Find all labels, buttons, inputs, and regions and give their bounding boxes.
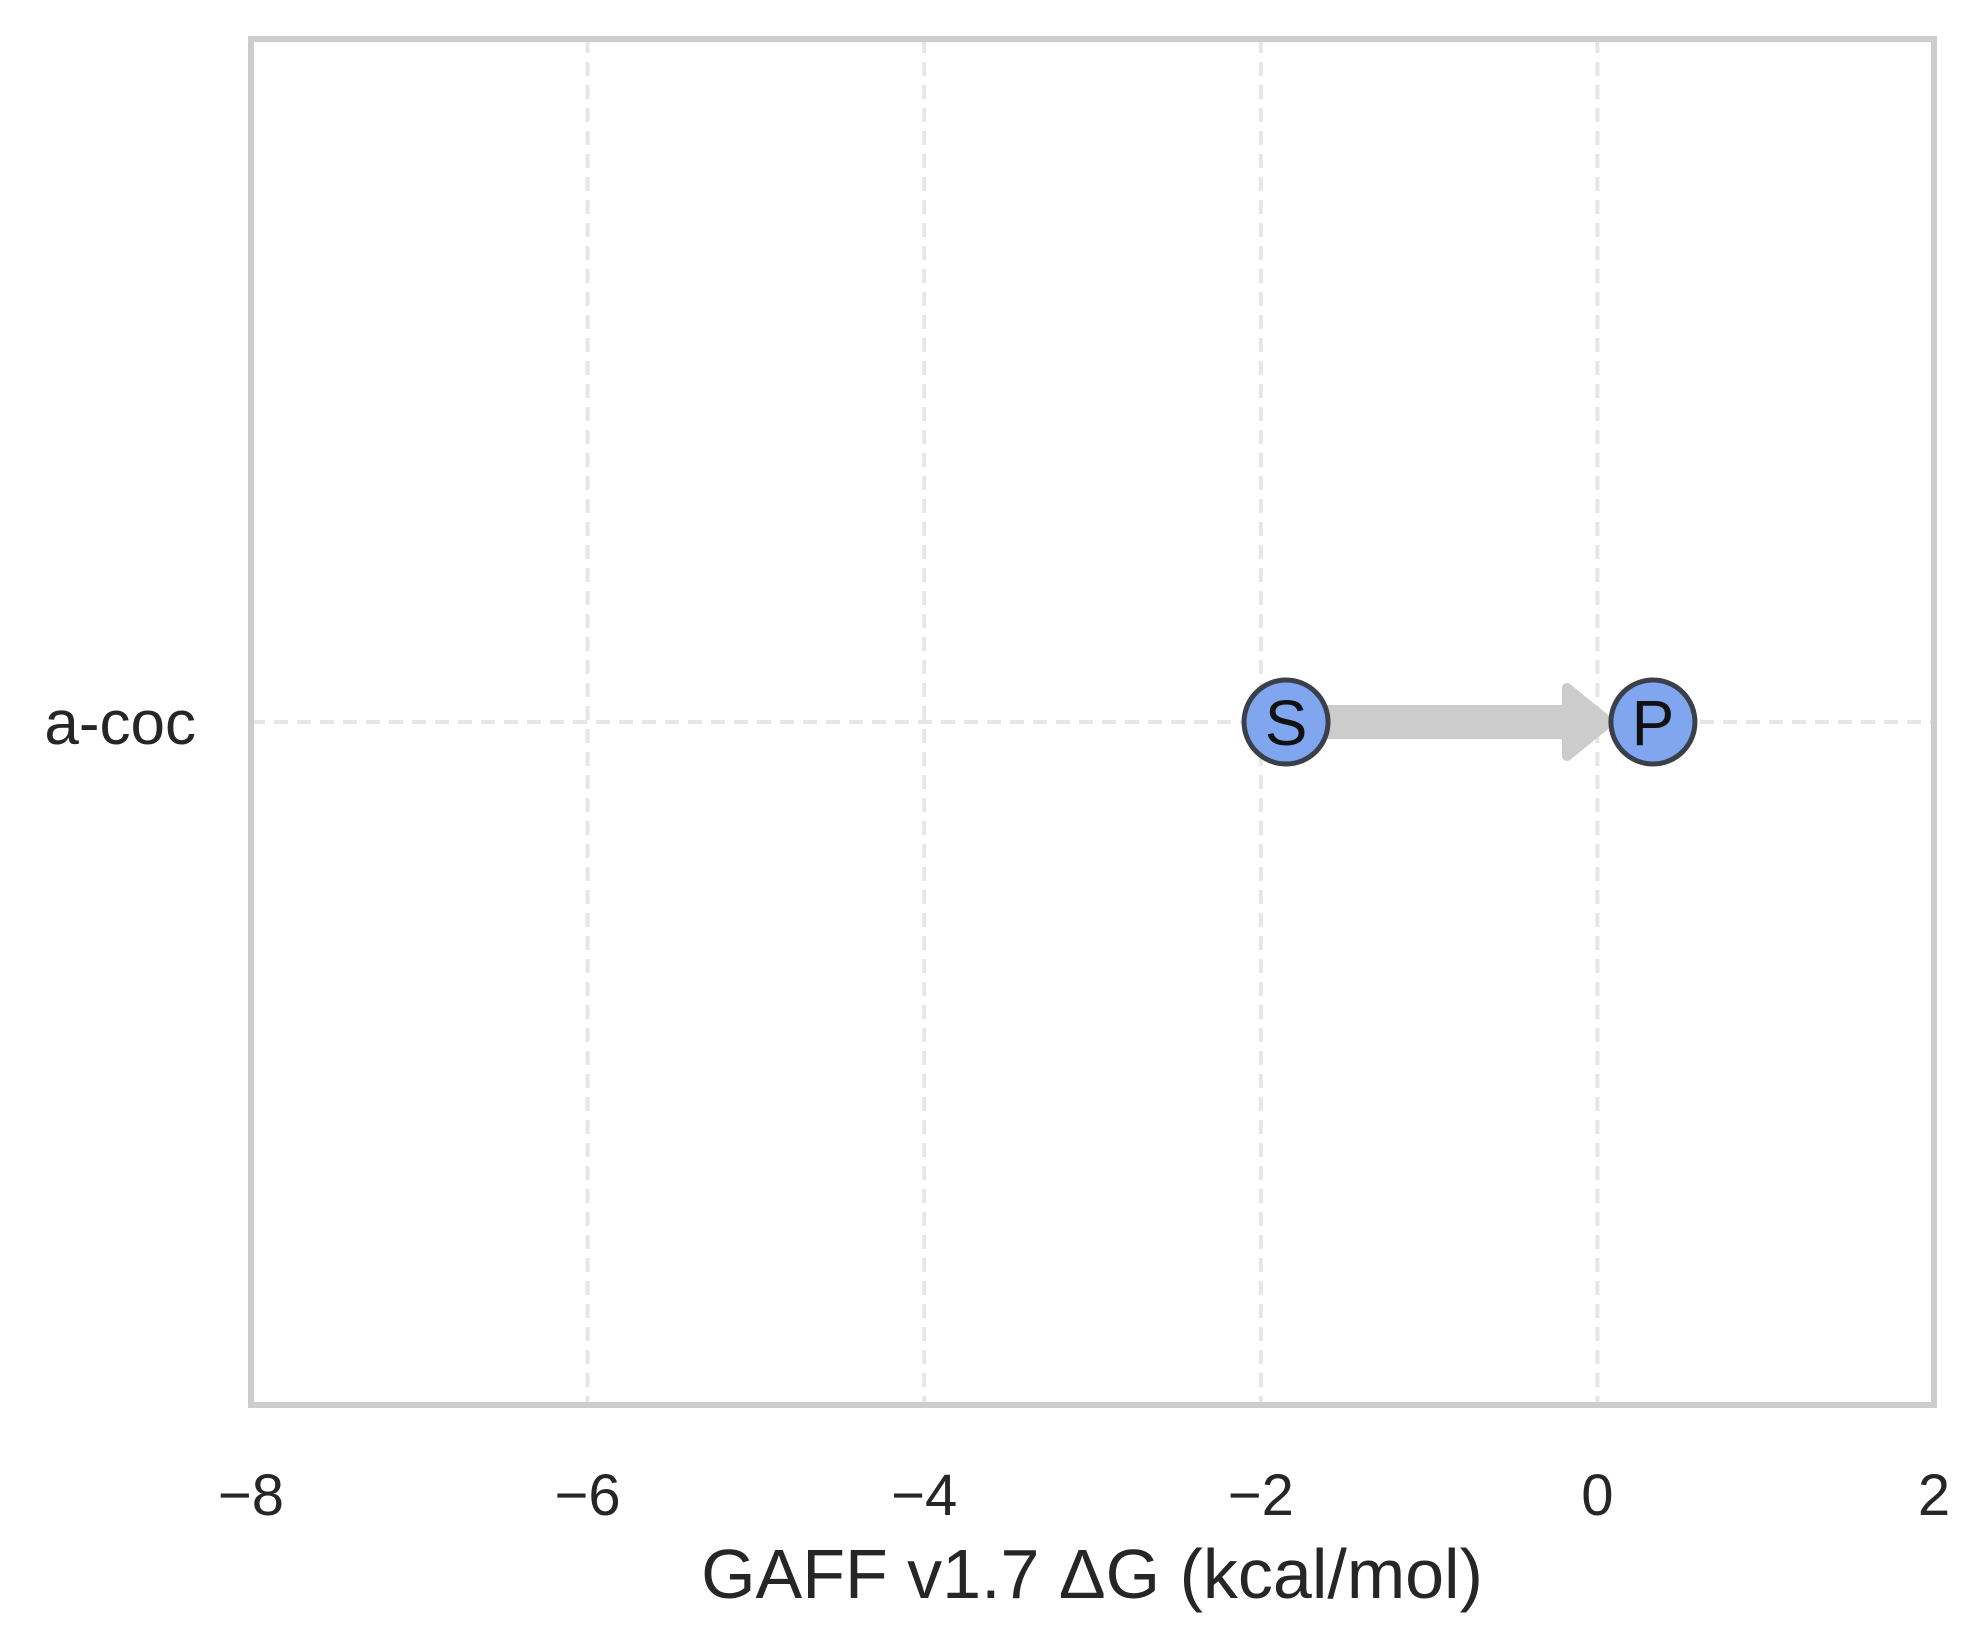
y-category-label: a-coc [44, 689, 196, 758]
category-labels: a-coc [44, 689, 196, 758]
point-s-label: S [1265, 687, 1308, 759]
grid-layer [251, 39, 1934, 1405]
x-tick-label: −8 [218, 1463, 284, 1528]
point-s-marker [1241, 677, 1331, 767]
x-tick-label: −2 [1228, 1463, 1294, 1528]
x-axis-title: GAFF v1.7 ΔG (kcal/mol) [701, 1535, 1483, 1613]
arrow-head [1561, 683, 1614, 761]
arrow-layer [1286, 683, 1614, 761]
x-tick-label: 0 [1581, 1463, 1613, 1528]
plot-frame [248, 36, 1937, 1408]
point-p-marker [1608, 677, 1698, 767]
x-tick-label: −6 [555, 1463, 621, 1528]
point-p-label: P [1632, 687, 1675, 759]
x-tick-label: −4 [891, 1463, 957, 1528]
x-tick-labels: −8 −6 −4 −2 0 2 [218, 1463, 1950, 1528]
x-tick-label: 2 [1918, 1463, 1950, 1528]
